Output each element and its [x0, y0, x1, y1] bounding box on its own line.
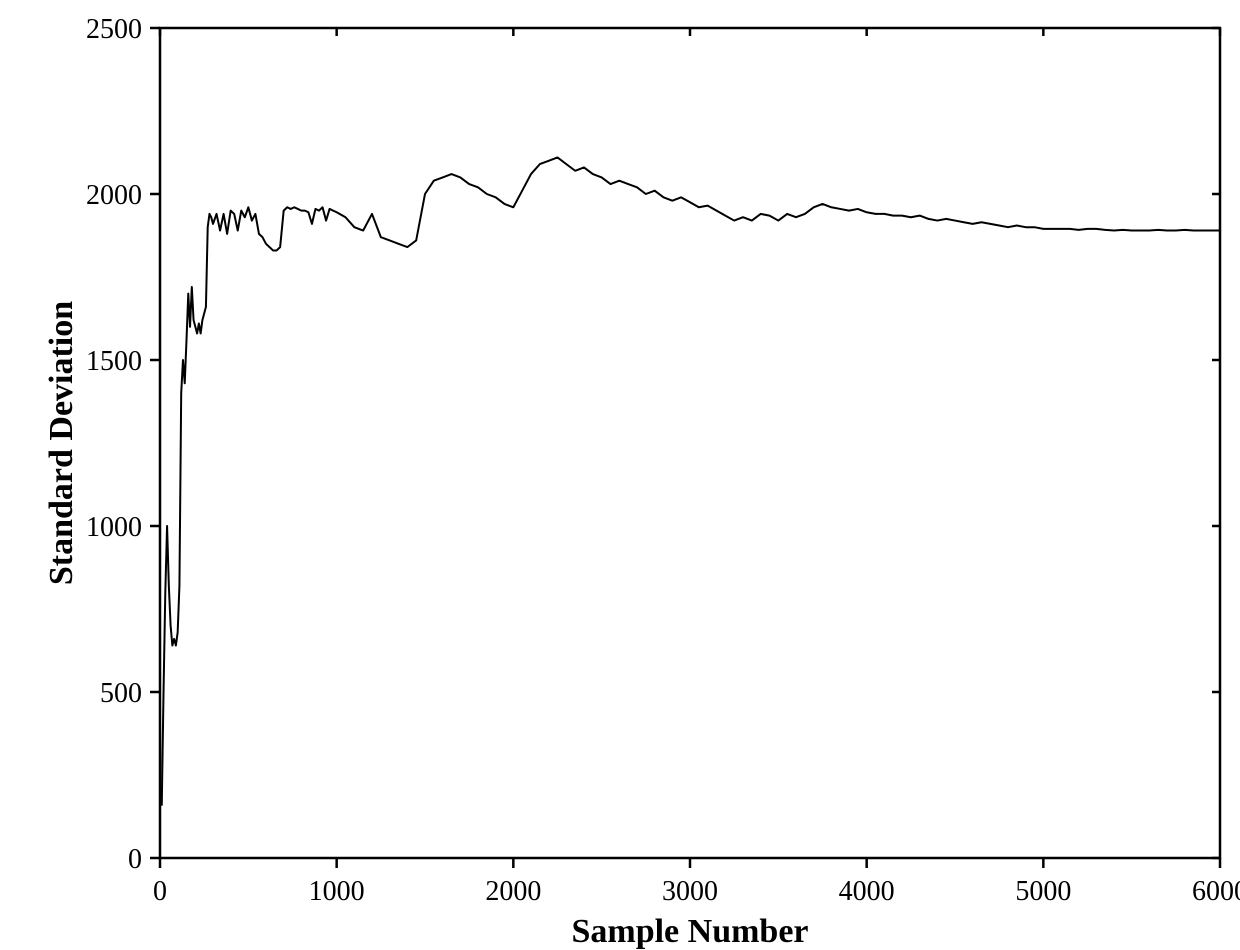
chart-container: 0 1000 2000 3000 4000 5000 6000 0 500 1000 1500 200… [0, 0, 1240, 950]
x-axis-label: Sample Number [571, 913, 808, 950]
line-chart: 0 1000 2000 3000 4000 5000 6000 0 500 1000 1500 200… [0, 0, 1240, 950]
x-tick-label: 0 [153, 876, 167, 907]
y-tick-label: 500 [100, 678, 142, 709]
y-tick-label: 1000 [86, 512, 142, 543]
y-tick-label: 0 [128, 844, 142, 875]
y-tick-label: 2000 [86, 180, 142, 211]
x-tick-label: 6000 [1192, 876, 1240, 907]
y-axis-label: Standard Deviation [43, 301, 80, 585]
y-tick-label: 1500 [86, 346, 142, 377]
x-tick-label: 2000 [485, 876, 541, 907]
x-tick-label: 4000 [839, 876, 895, 907]
x-tick-label: 5000 [1015, 876, 1071, 907]
x-tick-label: 3000 [662, 876, 718, 907]
chart-background [0, 0, 1240, 950]
x-tick-label: 1000 [309, 876, 365, 907]
y-tick-label: 2500 [86, 14, 142, 45]
